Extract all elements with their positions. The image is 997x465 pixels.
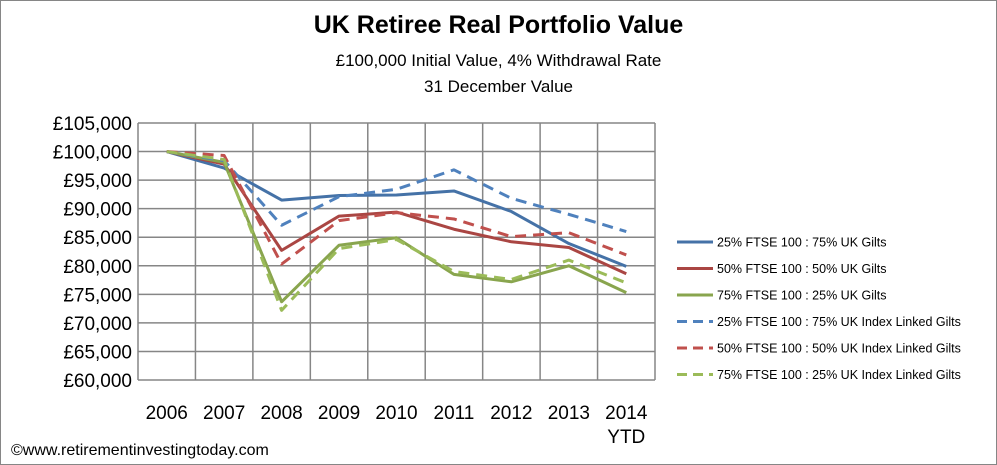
x-tick-label: 2007 xyxy=(203,403,245,424)
series-line-5 xyxy=(166,150,627,266)
y-tick-label: £95,000 xyxy=(63,171,132,192)
x-tick-label: 2006 xyxy=(146,403,188,424)
series-line-6 xyxy=(166,150,627,312)
legend-label: 75% FTSE 100 : 25% UK Gilts xyxy=(717,289,887,303)
y-tick-label: £80,000 xyxy=(63,257,132,278)
x-tick-label: 2010 xyxy=(375,403,417,424)
chart-subtitle-2: 31 December Value xyxy=(424,77,573,96)
x-tick-label: 2008 xyxy=(260,403,302,424)
y-tick-label: £60,000 xyxy=(63,371,132,392)
y-tick-label: £70,000 xyxy=(63,314,132,335)
x-tick-label: 2009 xyxy=(318,403,360,424)
x-tick-label: YTD xyxy=(607,427,645,448)
y-tick-label: £105,000 xyxy=(53,114,132,135)
y-tick-label: £85,000 xyxy=(63,228,132,249)
x-tick-label: 2013 xyxy=(548,403,590,424)
y-tick-label: £65,000 xyxy=(63,342,132,363)
series-line-1 xyxy=(166,150,627,268)
x-tick-label: 2014 xyxy=(605,403,648,424)
chart-title: UK Retiree Real Portfolio Value xyxy=(313,11,684,39)
y-tick-label: £75,000 xyxy=(63,285,132,306)
legend-label: 50% FTSE 100 : 50% UK Gilts xyxy=(717,262,887,276)
legend-label: 75% FTSE 100 : 25% UK Index Linked Gilts xyxy=(717,368,961,382)
y-tick-label: £100,000 xyxy=(53,143,132,164)
x-tick-label: 2011 xyxy=(434,403,475,424)
legend-label: 25% FTSE 100 : 75% UK Index Linked Gilts xyxy=(717,315,961,329)
y-tick-label: £90,000 xyxy=(63,200,132,221)
x-tick-label: 2012 xyxy=(490,403,532,424)
chart-subtitle-1: £100,000 Initial Value, 4% Withdrawal Ra… xyxy=(335,51,662,70)
credit-text: ©www.retirementinvestingtoday.com xyxy=(11,442,269,459)
legend-label: 25% FTSE 100 : 75% UK Gilts xyxy=(717,236,887,250)
legend-label: 50% FTSE 100 : 50% UK Index Linked Gilts xyxy=(717,342,961,356)
